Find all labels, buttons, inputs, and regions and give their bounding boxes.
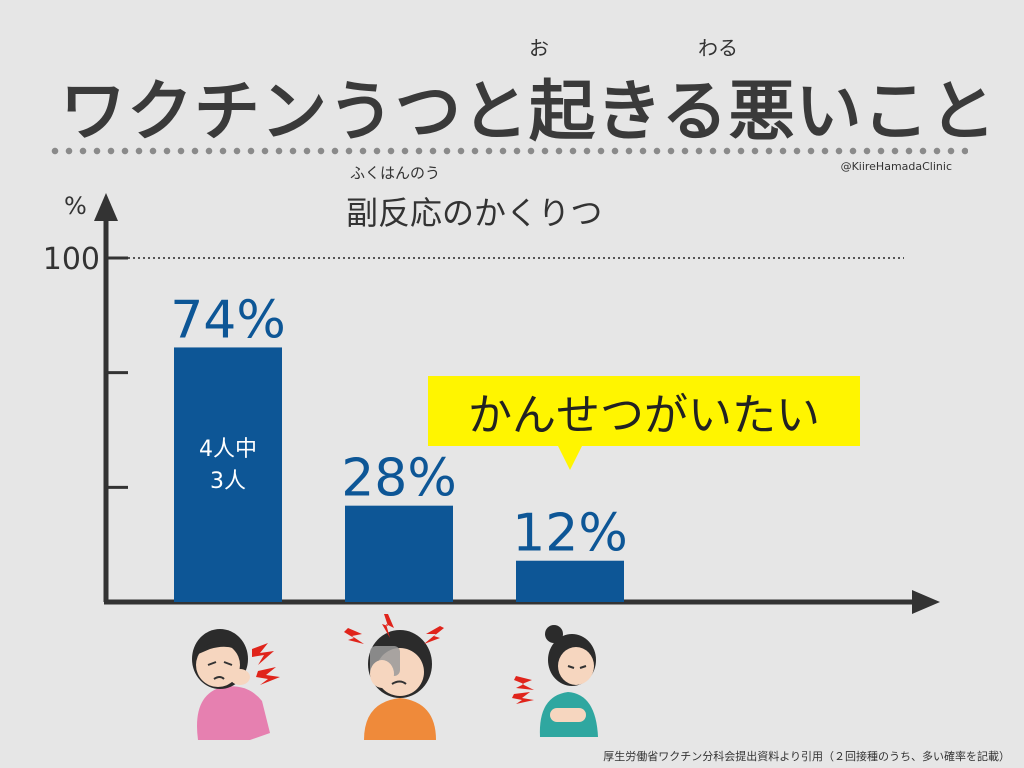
bar-inner-label-line2: 3人 (210, 469, 246, 494)
chart-subtitle: 副反応のかくりつ (346, 194, 603, 232)
credit-text: @KiireHamadaClinic (840, 160, 952, 173)
x-axis-arrow (912, 590, 940, 614)
shoulder-pain-woman-icon (192, 629, 280, 740)
title-ruby-waru: わる (698, 36, 738, 60)
page-title: ワクチンうつと起きる悪いこと (60, 73, 997, 150)
bar-1 (174, 347, 282, 602)
dotted-divider (48, 147, 968, 155)
bar-2 (345, 505, 453, 602)
callout-tail (558, 446, 582, 470)
subtitle-ruby: ふくはんのう (350, 164, 441, 182)
bar-value-label-2: 28% (341, 449, 457, 509)
bar-value-label-1: 74% (170, 290, 286, 350)
callout-box: かんせつがいたい (428, 376, 860, 446)
bar-3 (516, 560, 624, 602)
headache-woman-icon (344, 614, 444, 740)
y-tick-label-100: 100 (43, 242, 100, 277)
y-axis-arrow (94, 193, 118, 221)
source-note: 厚生労働省ワクチン分科会提出資料より引用（２回接種のうち、多い確率を記載） (603, 750, 1010, 763)
bar-value-label-3: 12% (512, 504, 628, 564)
title-ruby-oki: お (529, 36, 549, 60)
joint-pain-woman-icon (512, 625, 598, 737)
bar-inner-label-line1: 4人中 (199, 437, 257, 462)
y-axis-unit: % (64, 192, 87, 220)
